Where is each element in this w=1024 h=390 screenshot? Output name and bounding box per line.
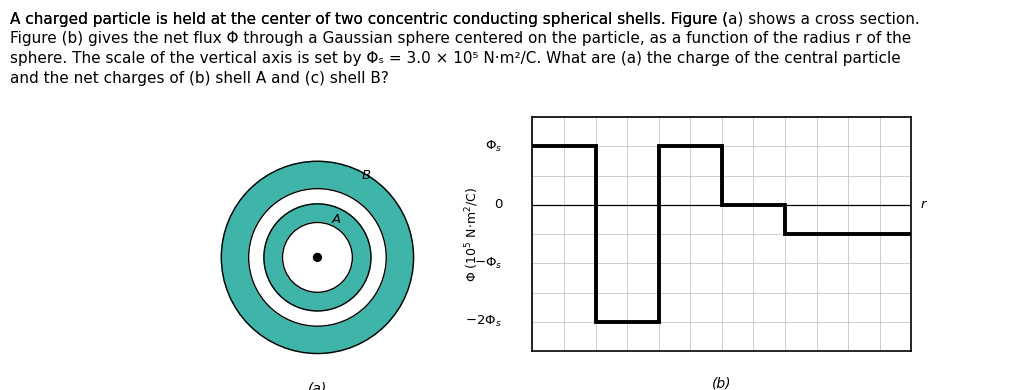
Text: A charged particle is held at the center of two concentric conducting spherical : A charged particle is held at the center… xyxy=(10,12,728,27)
Text: r: r xyxy=(921,198,927,211)
Text: $\Phi\ (10^5\ \mathrm{N{\cdot}m^2/C})$: $\Phi\ (10^5\ \mathrm{N{\cdot}m^2/C})$ xyxy=(463,186,480,282)
Text: $-2\Phi_s$: $-2\Phi_s$ xyxy=(466,314,502,329)
Circle shape xyxy=(249,189,386,326)
Text: (b): (b) xyxy=(712,377,732,390)
Circle shape xyxy=(264,204,371,311)
Circle shape xyxy=(313,254,322,261)
Text: B: B xyxy=(362,169,371,182)
Text: 0: 0 xyxy=(494,198,502,211)
Text: A charged particle is held at the center of two concentric conducting spherical : A charged particle is held at the center… xyxy=(10,12,920,86)
Text: (a): (a) xyxy=(308,382,327,390)
Text: $\Phi_s$: $\Phi_s$ xyxy=(485,139,502,154)
Circle shape xyxy=(283,222,352,292)
Text: A: A xyxy=(332,213,341,226)
Circle shape xyxy=(221,161,414,353)
Text: $-\Phi_s$: $-\Phi_s$ xyxy=(474,256,502,271)
